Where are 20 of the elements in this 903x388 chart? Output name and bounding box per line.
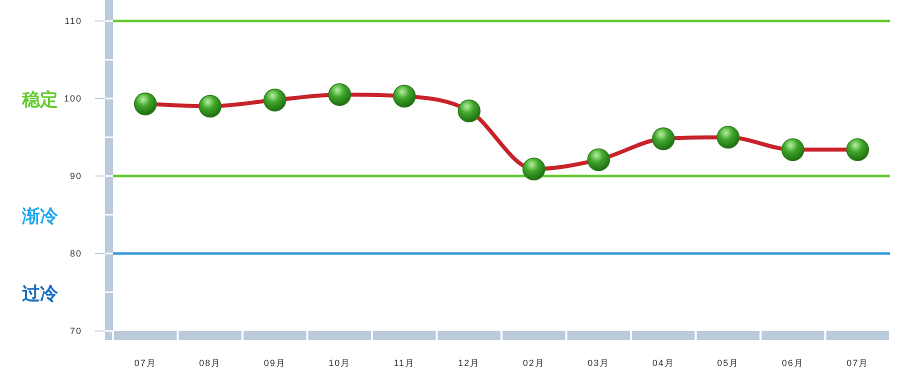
- x-tick-label: 03月: [588, 358, 610, 368]
- x-tick-label: 02月: [522, 358, 545, 368]
- y-tick-label: 70: [70, 326, 82, 336]
- x-tick-label: 08月: [199, 358, 222, 368]
- x-tick-label: 12月: [458, 358, 480, 368]
- x-tick-label: 07月: [134, 358, 156, 368]
- text: 稳定: [21, 90, 58, 110]
- x-tick-label: 07月: [846, 358, 869, 368]
- x-tick-label: 04月: [652, 358, 674, 368]
- x-tick-label: 09月: [264, 358, 286, 368]
- text: 渐冷: [21, 206, 59, 226]
- x-tick-label: 06月: [782, 358, 804, 368]
- y-tick-label: 90: [70, 171, 82, 181]
- text: 过冷: [21, 283, 59, 304]
- y-tick-label: 100: [64, 94, 82, 104]
- x-tick-label: 11月: [394, 358, 416, 368]
- x-tick-label: 10月: [328, 358, 351, 368]
- y-tick-label: 110: [64, 16, 82, 26]
- x-tick-label: 05月: [717, 358, 740, 368]
- y-tick-label: 80: [70, 248, 82, 258]
